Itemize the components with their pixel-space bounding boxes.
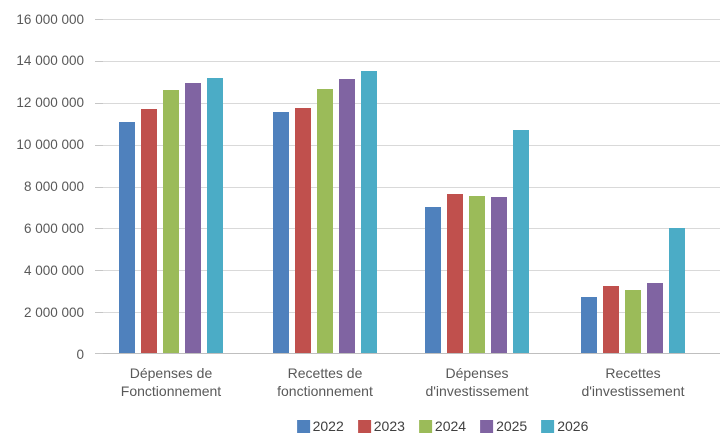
y-tick-label: 4 000 000 — [23, 262, 84, 278]
x-axis-labels: Dépenses de Fonctionnement Recettes de fo… — [103, 364, 720, 406]
y-tick-label: 8 000 000 — [23, 178, 84, 194]
y-tick-label: 12 000 000 — [16, 95, 84, 110]
legend-label: 2022 — [312, 418, 344, 434]
bar-2023 — [295, 107, 311, 354]
y-axis-tick — [95, 270, 103, 272]
bar-2026 — [669, 228, 685, 354]
y-tick-label: 14 000 000 — [16, 53, 84, 69]
legend-swatch-icon — [480, 419, 494, 433]
gridline — [95, 144, 720, 146]
y-tick-label: 2 000 000 — [23, 304, 84, 320]
legend-swatch-icon — [418, 419, 432, 433]
y-axis-tick — [95, 60, 103, 62]
x-axis-label: Recettes de fonctionnement — [277, 365, 373, 399]
x-axis-label: Dépenses d'investissement — [425, 365, 529, 399]
plot-area — [95, 19, 720, 354]
bar-2026 — [361, 71, 377, 354]
y-tick-label: 10 000 000 — [16, 136, 84, 152]
legend-item-2024: 2024 — [418, 418, 467, 434]
gridline — [95, 186, 720, 188]
bar-2024 — [469, 195, 485, 354]
legend-item-2022: 2022 — [296, 418, 344, 434]
legend-item-2023: 2023 — [357, 418, 405, 434]
legend-item-2026: 2026 — [541, 419, 588, 433]
bar-2026 — [207, 77, 223, 354]
bar-2025 — [647, 282, 663, 354]
legend-label: 2026 — [557, 418, 589, 434]
legend-swatch-icon — [357, 419, 371, 433]
bar-2026 — [513, 129, 529, 354]
gridline — [95, 102, 720, 104]
gridline — [95, 228, 720, 230]
bar-group — [425, 19, 529, 354]
bar-2023 — [447, 193, 463, 354]
bar-2024 — [625, 290, 641, 354]
x-axis-label: Recettes d'investissement — [581, 365, 685, 399]
bar-2025 — [491, 196, 507, 354]
y-axis-tick — [95, 19, 103, 20]
legend-label: 2025 — [496, 418, 528, 434]
bar-group — [273, 19, 377, 354]
legend-swatch-icon — [296, 419, 310, 433]
bar-2022 — [581, 297, 597, 354]
bar-2023 — [603, 285, 619, 354]
legend-label: 2024 — [434, 418, 467, 434]
bar-2022 — [119, 121, 135, 354]
y-axis-tick — [95, 228, 103, 230]
bar-2023 — [141, 109, 157, 354]
bar-2024 — [163, 90, 179, 354]
gridline — [95, 60, 720, 62]
legend-item-2025: 2025 — [480, 419, 527, 433]
bar-2025 — [185, 82, 201, 354]
gridline — [95, 312, 720, 314]
legend: 2022 2023 2024 2025 2026 — [296, 418, 588, 434]
y-axis-tick — [95, 312, 103, 314]
gridline — [95, 270, 720, 272]
bar-2022 — [273, 112, 289, 354]
y-axis: 0 2 000 000 4 000 000 6 000 000 8 000 000 10 … — [0, 12, 84, 360]
gridline — [95, 19, 720, 20]
bar-2024 — [317, 89, 333, 354]
bar-group — [581, 19, 685, 354]
y-axis-tick — [95, 353, 103, 354]
y-axis-tick — [95, 144, 103, 146]
bar-2022 — [425, 207, 441, 354]
y-axis-tick — [95, 186, 103, 188]
y-axis-tick — [95, 102, 103, 104]
x-axis-line — [95, 353, 720, 354]
legend-label: 2023 — [373, 418, 405, 434]
legend-swatch-icon — [541, 419, 555, 433]
y-tick-label: 6 000 000 — [23, 220, 84, 236]
x-axis-label: Dépenses de Fonctionnement — [120, 365, 222, 399]
y-tick-label: 16 000 000 — [16, 11, 84, 27]
y-tick-label: 0 — [76, 346, 84, 362]
bar-2025 — [339, 78, 355, 354]
bar-group — [119, 19, 223, 354]
